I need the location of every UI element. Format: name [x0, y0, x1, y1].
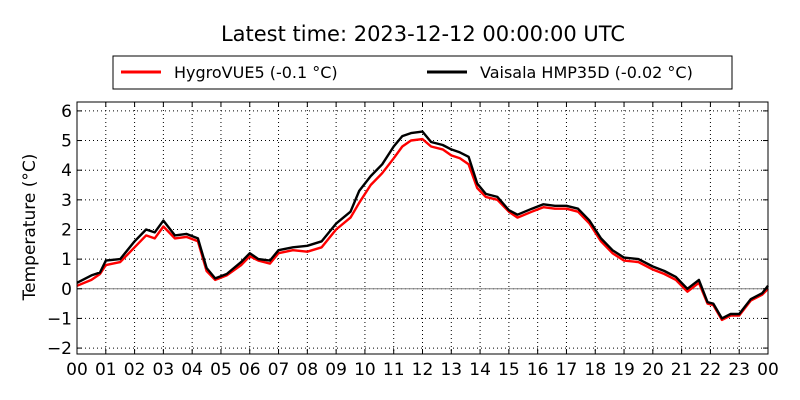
- y-axis-label: Temperature (°C): [20, 154, 40, 302]
- x-tick-label: 19: [613, 360, 635, 380]
- x-tick-label: 03: [153, 360, 175, 380]
- y-tick-label: 1: [61, 250, 72, 270]
- x-tick-label: 00: [66, 360, 88, 380]
- x-tick-label: 10: [354, 360, 376, 380]
- axis-ticks: 00 01 02 03 04 05 06 07 08 09 10 11 12 13 14 15 16 17 18 19…: [47, 102, 779, 380]
- chart-title: Latest time: 2023-12-12 00:00:00 UTC: [221, 22, 625, 46]
- x-tick-label: 21: [671, 360, 693, 380]
- x-tick-label: 20: [642, 360, 664, 380]
- x-tick-label: 08: [297, 360, 319, 380]
- y-tick-label: 4: [61, 161, 72, 181]
- x-tick-label: 16: [527, 360, 549, 380]
- x-tick-label: 22: [700, 360, 722, 380]
- y-tick-label: 2: [61, 220, 72, 240]
- x-tick-label: 09: [325, 360, 347, 380]
- legend: HygroVUE5 (-0.1 °C) Vaisala HMP35D (-0.0…: [112, 55, 733, 90]
- y-tick-label: −1: [47, 309, 72, 329]
- y-tick-label: 6: [61, 102, 72, 122]
- x-tick-label: 05: [210, 360, 232, 380]
- x-tick-label: 04: [181, 360, 203, 380]
- legend-box: [112, 55, 733, 90]
- x-tick-label: 11: [383, 360, 405, 380]
- legend-label-vaisala: Vaisala HMP35D (-0.02 °C): [480, 63, 693, 82]
- x-tick-label: 00: [757, 360, 779, 380]
- series-layer: [76, 130, 769, 322]
- x-tick-label: 02: [124, 360, 146, 380]
- x-tick-label: 13: [440, 360, 462, 380]
- series-line-vaisala: [76, 130, 769, 320]
- x-tick-label: 12: [412, 360, 434, 380]
- y-tick-label: −2: [47, 339, 72, 359]
- x-tick-label: 23: [728, 360, 750, 380]
- x-tick-label: 17: [556, 360, 578, 380]
- x-tick-label: 06: [239, 360, 261, 380]
- x-tick-label: 14: [469, 360, 491, 380]
- x-tick-label: 07: [268, 360, 290, 380]
- x-tick-label: 15: [498, 360, 520, 380]
- legend-label-hygrovue5: HygroVUE5 (-0.1 °C): [174, 63, 338, 82]
- x-tick-label: 18: [584, 360, 606, 380]
- y-tick-label: 3: [61, 191, 72, 211]
- y-tick-label: 5: [61, 132, 72, 152]
- y-tick-label: 0: [61, 280, 72, 300]
- series-line-hygrovue5: [76, 137, 769, 322]
- x-tick-label: 01: [95, 360, 117, 380]
